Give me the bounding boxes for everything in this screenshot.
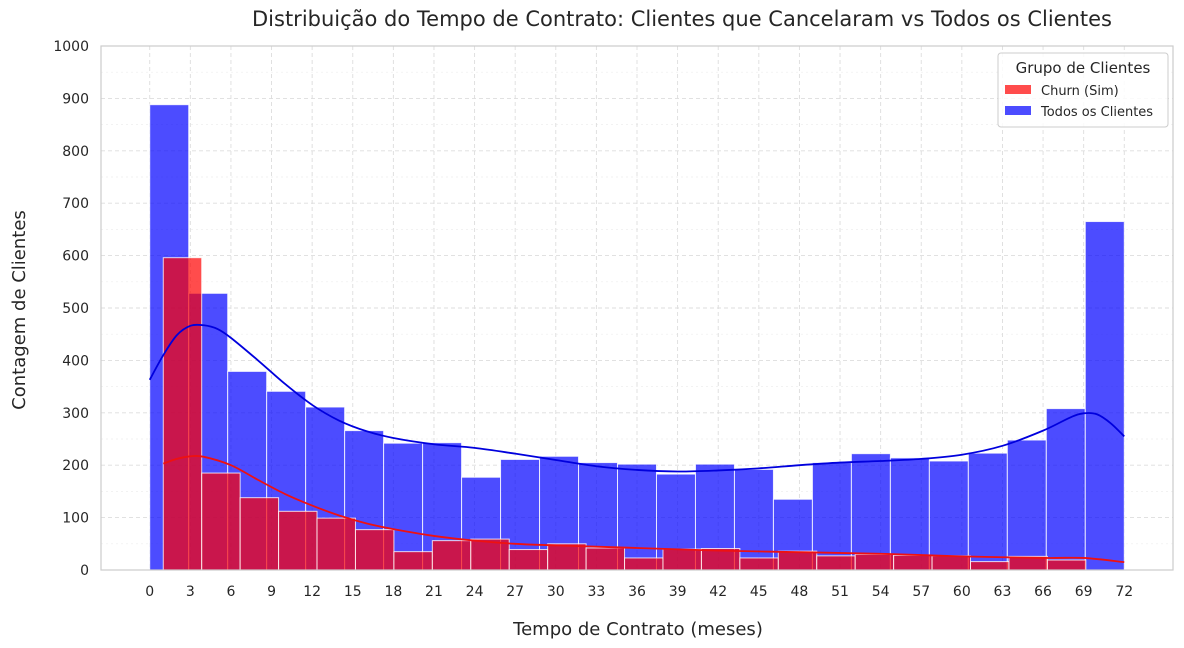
churn-bar xyxy=(854,553,895,571)
legend-box xyxy=(997,52,1169,128)
x-tick-label: 9 xyxy=(267,584,276,600)
y-tick-label: 400 xyxy=(62,353,89,369)
churn-bar xyxy=(816,555,856,571)
x-tick-label: 69 xyxy=(1075,584,1093,600)
kde-line-todos xyxy=(148,323,1125,473)
x-tick-label: 27 xyxy=(506,584,524,600)
y-axis-title: Contagem de Clientes xyxy=(9,210,30,410)
y-tick-label: 1000 xyxy=(53,39,89,55)
churn-bar xyxy=(547,543,587,571)
y-tick-label: 800 xyxy=(62,144,89,160)
legend-swatch-todos xyxy=(1005,106,1031,115)
x-tick-label: 3 xyxy=(186,584,195,600)
x-axis-title: Tempo de Contrato (meses) xyxy=(512,619,763,640)
y-tick-label: 200 xyxy=(62,458,89,474)
churn-bar xyxy=(585,547,626,571)
x-tick-label: 39 xyxy=(669,584,687,600)
y-tick-label: 300 xyxy=(62,406,89,422)
chart-title: Distribuição do Tempo de Contrato: Clien… xyxy=(252,7,1112,31)
legend-label-todos: Todos os Clientes xyxy=(1040,105,1153,120)
churn-bar xyxy=(201,472,241,571)
todos-bar xyxy=(850,453,891,571)
y-tick-label: 900 xyxy=(62,91,89,107)
churn-bar xyxy=(624,557,664,571)
churn-bar xyxy=(508,549,549,571)
x-tick-label: 18 xyxy=(384,584,402,600)
todos-bar xyxy=(928,460,969,571)
y-tick-label: 0 xyxy=(80,563,89,579)
x-tick-label: 51 xyxy=(831,584,849,600)
churn-bar xyxy=(162,257,203,571)
x-tick-label: 6 xyxy=(226,584,235,600)
churn-bar xyxy=(278,510,318,571)
churn-bar xyxy=(316,517,356,571)
x-tick-label: 24 xyxy=(466,584,484,600)
y-tick-label: 500 xyxy=(62,301,89,317)
todos-bar xyxy=(1045,408,1086,571)
todos-bar xyxy=(1084,221,1125,571)
bars-churn xyxy=(162,257,1087,571)
kde-curves xyxy=(148,323,1125,564)
todos-bar xyxy=(1006,439,1047,571)
kde-line-churn xyxy=(162,454,1125,564)
x-tick-label: 54 xyxy=(872,584,890,600)
churn-bar xyxy=(931,555,972,571)
x-tick-label: 60 xyxy=(953,584,971,600)
churn-bar xyxy=(739,557,779,571)
churn-bar xyxy=(893,554,933,571)
churn-bar xyxy=(777,550,818,571)
todos-bar xyxy=(967,452,1008,571)
churn-bar xyxy=(470,538,510,571)
x-tick-label: 42 xyxy=(709,584,727,600)
x-tick-label: 45 xyxy=(750,584,768,600)
x-axis-ticks: 0 3 6 9 12 15 18 21 24 27 30 33 36 39 42 45 48 51 54 57 60 63… xyxy=(145,584,1133,600)
churn-bar xyxy=(393,551,433,571)
churn-bar xyxy=(1046,559,1087,571)
y-axis-ticks: 0 100 200 300 400 500 600 700 800 900 1000 xyxy=(53,39,89,579)
churn-bar xyxy=(239,497,280,571)
x-tick-label: 57 xyxy=(912,584,930,600)
churn-bar xyxy=(354,529,395,571)
plot-frame xyxy=(100,45,1174,571)
x-tick-label: 33 xyxy=(587,584,605,600)
x-tick-label: 30 xyxy=(547,584,565,600)
x-tick-label: 15 xyxy=(344,584,362,600)
churn-bar xyxy=(970,561,1010,571)
legend-swatch-churn xyxy=(1005,85,1031,94)
x-tick-label: 66 xyxy=(1034,584,1052,600)
x-tick-label: 12 xyxy=(303,584,321,600)
x-tick-label: 63 xyxy=(994,584,1012,600)
legend-label-churn: Churn (Sim) xyxy=(1041,84,1119,99)
legend-title: Grupo de Clientes xyxy=(1016,59,1151,77)
y-tick-label: 100 xyxy=(62,511,89,527)
x-tick-label: 21 xyxy=(425,584,443,600)
x-tick-label: 48 xyxy=(791,584,809,600)
x-tick-label: 36 xyxy=(628,584,646,600)
x-tick-label: 72 xyxy=(1115,584,1133,600)
y-tick-label: 600 xyxy=(62,249,89,265)
y-tick-label: 700 xyxy=(62,196,89,212)
churn-bar xyxy=(431,540,472,571)
todos-bar xyxy=(889,457,930,571)
churn-bar xyxy=(662,548,702,571)
x-tick-label: 0 xyxy=(145,584,154,600)
legend: Grupo de Clientes Churn (Sim) Todos os C… xyxy=(997,52,1169,128)
